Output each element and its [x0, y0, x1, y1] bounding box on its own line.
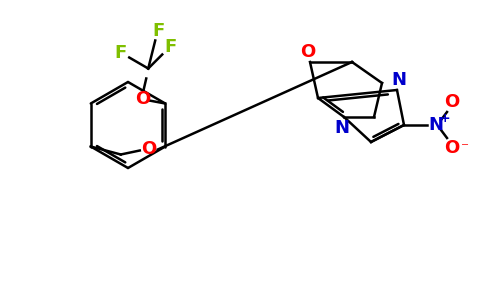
Text: F: F	[152, 22, 165, 40]
Text: O: O	[141, 140, 156, 158]
Text: N: N	[392, 71, 407, 89]
Text: O: O	[444, 139, 460, 157]
Text: ⁻: ⁻	[461, 140, 469, 155]
Text: O: O	[444, 93, 460, 111]
Text: N: N	[428, 116, 443, 134]
Text: F: F	[114, 44, 126, 62]
Text: +: +	[439, 112, 450, 124]
Text: O: O	[136, 89, 151, 107]
Text: F: F	[164, 38, 176, 56]
Text: O: O	[301, 43, 316, 61]
Text: N: N	[334, 119, 349, 137]
